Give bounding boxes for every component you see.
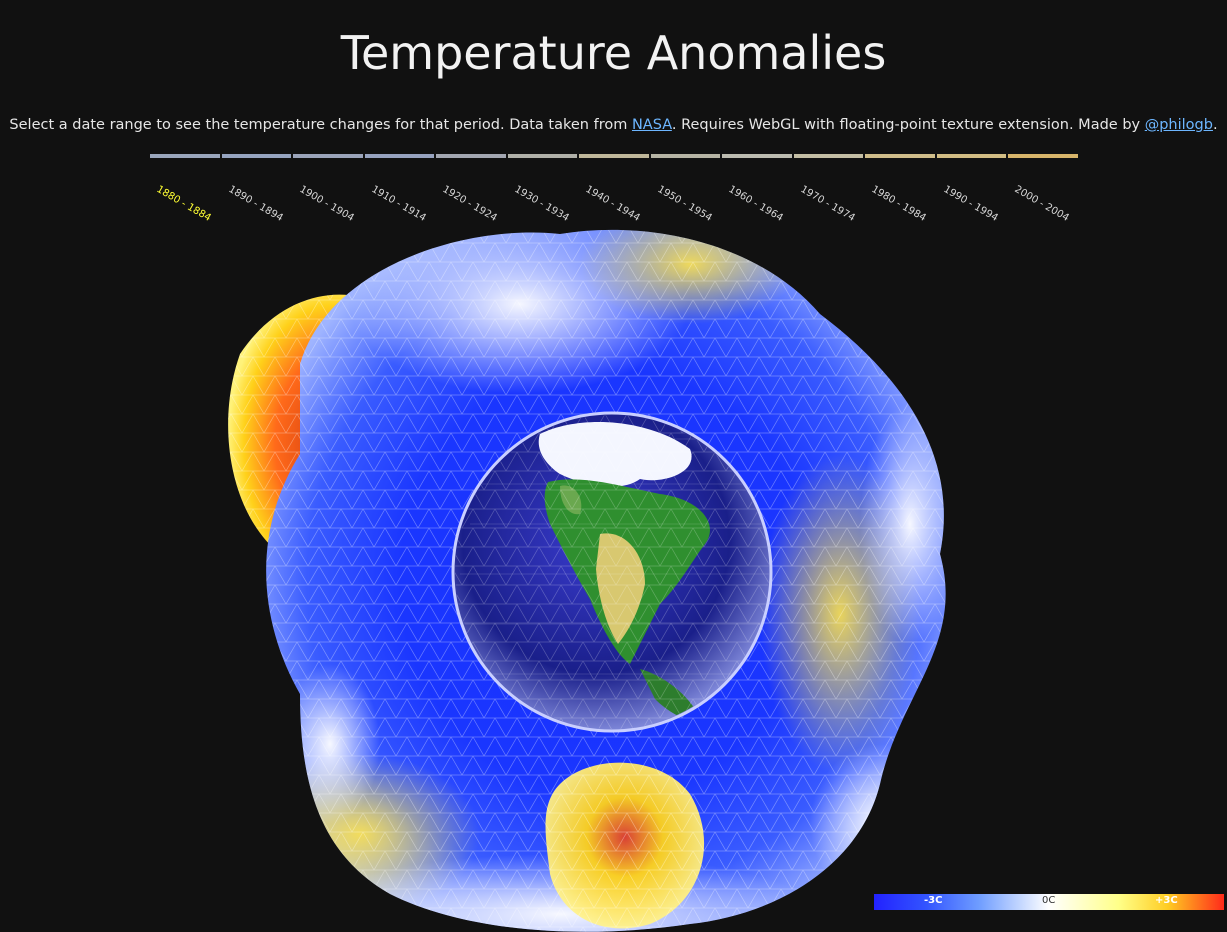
date-range-label[interactable]: 1970 - 1974 <box>798 184 857 224</box>
warm-anomaly-lobe-bottom <box>545 762 705 929</box>
page-description: Select a date range to see the temperatu… <box>0 117 1227 133</box>
scale-min-label: -3C <box>924 895 943 906</box>
temperature-color-scale: -3C 0C +3C <box>874 894 1224 910</box>
globe-visualization[interactable] <box>0 224 1227 932</box>
date-range-item[interactable]: 1880 - 1884 <box>150 154 220 224</box>
date-range-bar[interactable] <box>793 154 863 158</box>
date-range-label[interactable]: 1880 - 1884 <box>154 184 213 224</box>
date-range-label[interactable]: 1890 - 1894 <box>226 184 285 224</box>
date-range-item[interactable]: 1990 - 1994 <box>936 154 1006 224</box>
date-range-label[interactable]: 1940 - 1944 <box>583 184 642 224</box>
date-range-item[interactable]: 2000 - 2004 <box>1008 154 1078 224</box>
description-text-2: . Requires WebGL with floating-point tex… <box>671 117 1145 133</box>
date-range-item[interactable]: 1960 - 1964 <box>722 154 792 224</box>
date-range-item[interactable]: 1940 - 1944 <box>579 154 649 224</box>
date-range-bar[interactable] <box>436 154 506 158</box>
date-range-item[interactable]: 1920 - 1924 <box>436 154 506 224</box>
date-range-label[interactable]: 1930 - 1934 <box>512 184 571 224</box>
description-text-3: . <box>1212 117 1218 133</box>
date-range-label[interactable]: 1990 - 1994 <box>941 184 1000 224</box>
scale-max-label: +3C <box>1155 895 1178 906</box>
date-range-bar[interactable] <box>936 154 1006 158</box>
earth-globe <box>451 411 773 733</box>
date-range-label[interactable]: 1920 - 1924 <box>440 184 499 224</box>
globe-canvas[interactable] <box>0 224 1227 932</box>
date-range-item[interactable]: 1980 - 1984 <box>865 154 935 224</box>
date-range-label[interactable]: 1900 - 1904 <box>297 184 356 224</box>
date-range-bar[interactable] <box>865 154 935 158</box>
anomaly-shell <box>266 229 946 932</box>
date-range-bar[interactable] <box>150 154 220 158</box>
date-range-item[interactable]: 1970 - 1974 <box>793 154 863 224</box>
scale-mid-label: 0C <box>1042 895 1056 906</box>
date-range-label[interactable]: 1960 - 1964 <box>726 184 785 224</box>
date-range-item[interactable]: 1900 - 1904 <box>293 154 363 224</box>
date-range-bar[interactable] <box>293 154 363 158</box>
date-range-item[interactable]: 1930 - 1934 <box>507 154 577 224</box>
page-title: Temperature Anomalies <box>340 26 887 80</box>
nasa-link[interactable]: NASA <box>631 117 672 133</box>
date-range-bar[interactable] <box>507 154 577 158</box>
date-range-item[interactable]: 1950 - 1954 <box>650 154 720 224</box>
date-range-label[interactable]: 1950 - 1954 <box>655 184 714 224</box>
date-range-label[interactable]: 1980 - 1984 <box>869 184 928 224</box>
date-range-bar[interactable] <box>650 154 720 158</box>
date-range-bar[interactable] <box>1008 154 1078 158</box>
author-link[interactable]: @philogb <box>1144 117 1213 133</box>
date-range-bar[interactable] <box>579 154 649 158</box>
date-range-bar[interactable] <box>364 154 434 158</box>
date-range-label[interactable]: 1910 - 1914 <box>369 184 428 224</box>
date-range-label[interactable]: 2000 - 2004 <box>1012 184 1071 224</box>
date-range-item[interactable]: 1890 - 1894 <box>221 154 291 224</box>
date-range-bar[interactable] <box>722 154 792 158</box>
description-text-1: Select a date range to see the temperatu… <box>9 117 632 133</box>
date-range-item[interactable]: 1910 - 1914 <box>364 154 434 224</box>
date-range-timeline: 1880 - 1884 1890 - 1894 1900 - 1904 1910 - … <box>150 154 1078 224</box>
date-range-bar[interactable] <box>221 154 291 158</box>
